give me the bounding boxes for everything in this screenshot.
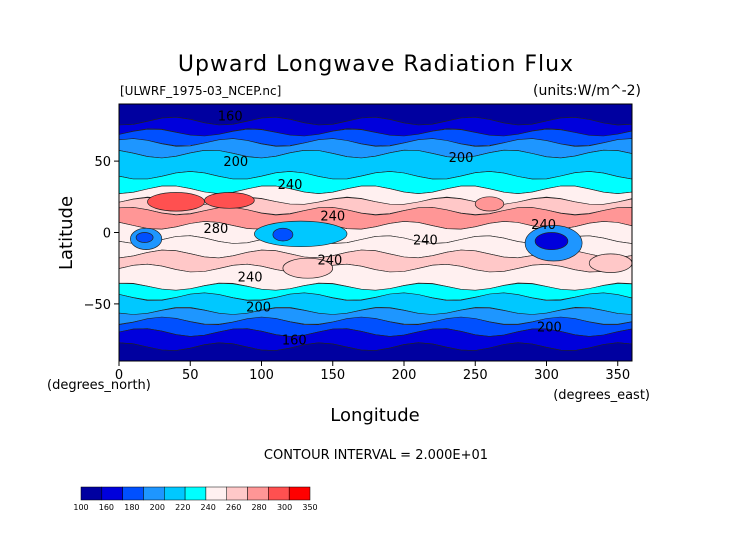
region-africa-core	[135, 232, 154, 243]
contour-label-3: 240	[278, 178, 303, 193]
contour-label-0: 160	[218, 109, 243, 124]
x-tick-label-4: 200	[392, 368, 417, 383]
x-tick-label-7: 350	[605, 368, 630, 383]
band-14	[119, 292, 632, 316]
contour-label-11: 200	[537, 321, 562, 336]
x-tick-label-1: 50	[182, 368, 199, 383]
region-south-atlantic	[588, 253, 632, 273]
colorbar-tick-label-4: 220	[175, 503, 190, 512]
region-indonesia	[272, 227, 294, 242]
colorbar-swatch-2	[122, 486, 144, 501]
colorbar-swatch-1	[101, 486, 123, 501]
contour-label-7: 240	[317, 254, 342, 269]
colorbar: 100 160 180 200 220 240 260 280 300 350	[73, 486, 318, 512]
y-unit-label: (degrees_north)	[47, 378, 151, 393]
colorbar-tick-label-9: 350	[302, 503, 317, 512]
region-arabia	[204, 192, 255, 209]
band-18	[119, 342, 632, 361]
region-sahara	[147, 192, 205, 212]
colorbar-swatch-4	[164, 486, 186, 501]
contour-label-12: 160	[282, 334, 307, 349]
colorbar-swatch-3	[143, 486, 165, 501]
region-amazon-core	[534, 232, 569, 251]
x-unit-label: (degrees_east)	[553, 388, 650, 403]
colorbar-tick-label-7: 280	[251, 503, 266, 512]
contour-labels: 160 200 200 240 280 240 240 240 240 240 200 200 160	[203, 109, 561, 348]
y-tick-label-0: 50	[94, 155, 111, 170]
colorbar-tick-label-1: 160	[99, 503, 114, 512]
region-maritime-continent	[254, 220, 348, 248]
chart-subtitle-right: (units:W/m^-2)	[533, 83, 641, 99]
contour-label-1: 200	[223, 155, 248, 170]
contour-label-5: 240	[320, 209, 345, 224]
plot-area	[119, 104, 632, 361]
chart-title: Upward Longwave Radiation Flux	[178, 52, 574, 77]
region-mexico	[474, 196, 505, 212]
contour-label-4: 280	[203, 222, 228, 237]
y-axis-label: Latitude	[56, 196, 77, 270]
chart-subtitle-left: [ULWRF_1975-03_NCEP.nc]	[120, 84, 281, 98]
x-tick-label-2: 100	[249, 368, 274, 383]
contour-label-2: 200	[449, 151, 474, 166]
contour-label-8: 240	[531, 218, 556, 233]
colorbar-swatch-9	[268, 486, 290, 501]
colorbar-tick-label-5: 240	[201, 503, 216, 512]
y-tick-label-2: −50	[84, 298, 111, 313]
colorbar-tick-label-2: 180	[124, 503, 139, 512]
colorbar-swatch-8	[247, 486, 269, 501]
contour-interval-text: CONTOUR INTERVAL = 2.000E+01	[264, 448, 488, 463]
colorbar-swatch-5	[184, 486, 207, 501]
band-2	[119, 128, 632, 147]
contour-label-10: 200	[246, 301, 271, 316]
x-tick-label-0: 0	[115, 368, 123, 383]
region-australia	[282, 257, 334, 279]
x-tick-label-5: 250	[463, 368, 488, 383]
colorbar-swatch-10	[288, 486, 311, 501]
colorbar-swatch-6	[205, 486, 227, 501]
colorbar-swatch-7	[226, 486, 248, 501]
x-tick-label-6: 300	[534, 368, 559, 383]
x-axis: 0 50 100 150 200 250 300 350	[115, 361, 630, 383]
y-tick-label-1: 0	[103, 227, 111, 242]
colorbar-tick-label-0: 100	[73, 503, 88, 512]
colorbar-swatch-0	[80, 486, 103, 501]
contour-label-9: 240	[238, 271, 263, 286]
contour-label-6: 240	[413, 234, 438, 249]
colorbar-tick-label-6: 260	[226, 503, 241, 512]
colorbar-tick-label-3: 200	[150, 503, 165, 512]
x-tick-label-3: 150	[320, 368, 345, 383]
colorbar-tick-label-8: 300	[277, 503, 292, 512]
y-axis: 50 0 −50	[84, 155, 119, 313]
x-axis-label: Longitude	[330, 405, 420, 426]
